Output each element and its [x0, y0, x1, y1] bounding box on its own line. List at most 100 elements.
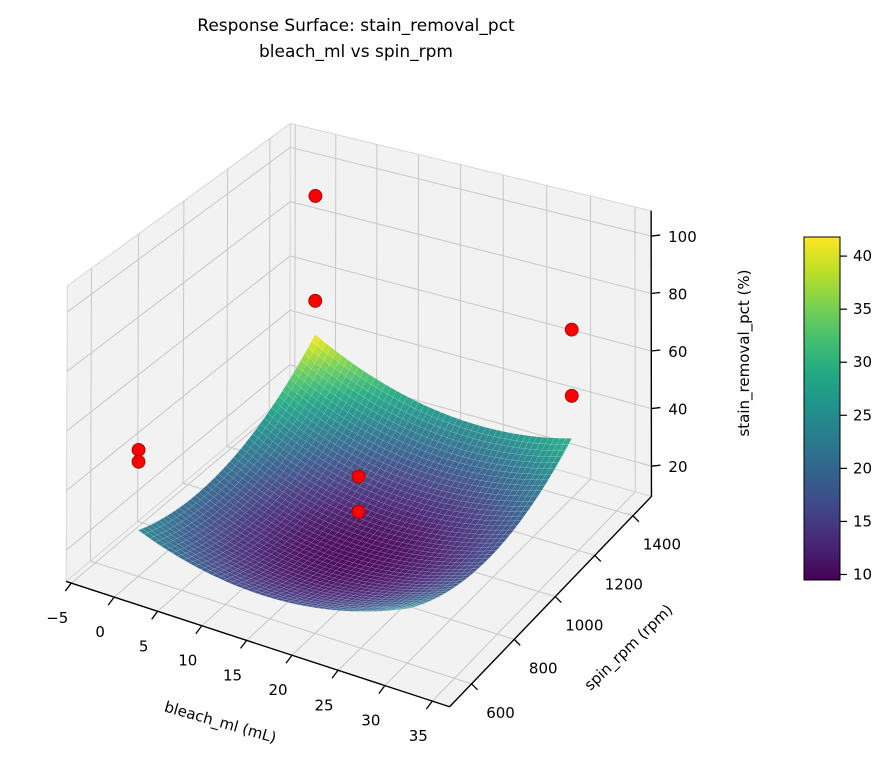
x-tick-mark	[195, 625, 203, 635]
z-gridline	[66, 201, 291, 372]
scatter-point	[564, 322, 579, 337]
x-tick-mark	[240, 639, 248, 649]
x-gridline	[384, 478, 592, 686]
colorbar-tick-label: 15	[853, 512, 872, 530]
x-tick-mark	[285, 654, 293, 664]
surface-facet	[493, 542, 504, 548]
axis-ticks-and-labels: −5 0 5 10 15 20 25 30 35 600 800 1000 1200 1400 20 40 60…	[46, 228, 697, 745]
surface-facet	[511, 520, 522, 526]
surface-facet	[531, 490, 542, 497]
scatter-point	[131, 454, 146, 469]
colorbar-tick-label: 20	[853, 459, 872, 477]
z-gridline	[66, 146, 291, 313]
surface-facet	[552, 456, 562, 463]
x-axis-line	[65, 580, 450, 708]
y-tick-mark	[594, 554, 602, 562]
z-gridline	[290, 146, 652, 237]
y-tick-mark	[513, 638, 521, 646]
surface-facet	[486, 550, 497, 555]
y-tick-label: 1400	[643, 536, 681, 554]
z-tick-label: 20	[668, 458, 687, 476]
scatter-point	[131, 443, 146, 457]
z-axis-label: stain_removal_pct (%)	[735, 269, 754, 436]
y-gridline	[90, 560, 472, 685]
y-tick-mark	[632, 515, 640, 523]
z-tick-label: 60	[668, 343, 687, 361]
x-tick-mark	[64, 582, 72, 592]
surface-facet	[507, 525, 518, 531]
x-tick-label: 20	[268, 681, 287, 699]
x-tick-label: 35	[409, 727, 428, 745]
response-surface-mesh	[138, 334, 572, 612]
z-tick-label: 100	[668, 228, 697, 246]
colorbar-gradient	[803, 236, 841, 581]
axes3d-axis-lines	[65, 210, 653, 708]
z-gridline	[289, 309, 652, 410]
z-gridline	[290, 201, 652, 294]
scatter-point	[351, 504, 366, 519]
x-gridline	[431, 491, 636, 702]
surface-facet	[420, 600, 431, 604]
z-gridline	[65, 364, 291, 551]
surface-facet	[555, 450, 566, 458]
y-gridline	[182, 201, 185, 484]
x-tick-mark	[107, 596, 115, 606]
y-gridline	[268, 138, 271, 411]
surface-facet	[442, 588, 453, 592]
z-tick-mark	[651, 406, 661, 410]
z-gridline	[66, 309, 291, 491]
surface-facet	[435, 592, 446, 597]
z-tick-label: 80	[668, 285, 687, 303]
colorbar-tick-label: 40	[853, 247, 872, 265]
scatter-point	[351, 469, 366, 484]
x-tick-label: 25	[315, 696, 334, 714]
scatter-point	[308, 189, 323, 203]
surface-facet	[497, 538, 508, 544]
x-tick-label: 0	[95, 623, 105, 641]
x-gridline	[294, 124, 296, 395]
surface-facet	[500, 534, 511, 539]
z-tick-label: 40	[668, 401, 687, 419]
x-tick-label: 10	[178, 652, 197, 670]
x-tick-label: 5	[139, 637, 149, 655]
y-tick-mark	[471, 683, 479, 691]
x-tick-mark	[151, 610, 159, 620]
z-tick-mark	[651, 234, 661, 237]
plot-title-line-2: bleach_ml vs spin_rpm	[259, 42, 453, 62]
z-gridline	[290, 255, 652, 352]
surface-facet	[535, 485, 546, 492]
x-gridline	[70, 394, 296, 584]
scatter-points	[131, 189, 579, 519]
y-gridline	[89, 268, 93, 562]
z-gridline	[66, 255, 291, 432]
surface-facet	[490, 546, 500, 552]
y-tick-label: 1200	[605, 575, 643, 593]
surface-facet	[404, 606, 416, 609]
z-tick-mark	[651, 349, 661, 352]
colorbar-tick-label: 10	[853, 565, 872, 583]
y-gridline	[226, 169, 229, 447]
y-tick-label: 1000	[565, 617, 603, 635]
colorbar-tick-label: 25	[853, 406, 872, 424]
x-tick-mark	[378, 685, 386, 694]
surface-facet	[400, 607, 412, 610]
z-tick-mark	[651, 291, 661, 295]
surface-facet	[518, 510, 528, 517]
surface-facet	[446, 585, 457, 590]
surface-facet	[562, 438, 572, 445]
y-tick-label: 600	[486, 704, 515, 722]
plot-title-line-1: Response Surface: stain_removal_pct	[197, 16, 515, 36]
colorbar: 10 15 20 25 30 35 40	[803, 236, 872, 583]
x-tick-mark	[425, 700, 433, 710]
scatter-point	[308, 293, 323, 308]
y-axis-line	[449, 495, 652, 708]
y-tick-label: 800	[529, 659, 558, 677]
surface-facet	[528, 495, 539, 502]
x-tick-label: 15	[223, 666, 242, 684]
x-tick-mark	[331, 669, 339, 679]
colorbar-tick-label: 30	[853, 353, 872, 371]
x-tick-label: 30	[361, 712, 380, 730]
surface-facet	[545, 468, 556, 475]
surface-facet	[472, 564, 483, 570]
